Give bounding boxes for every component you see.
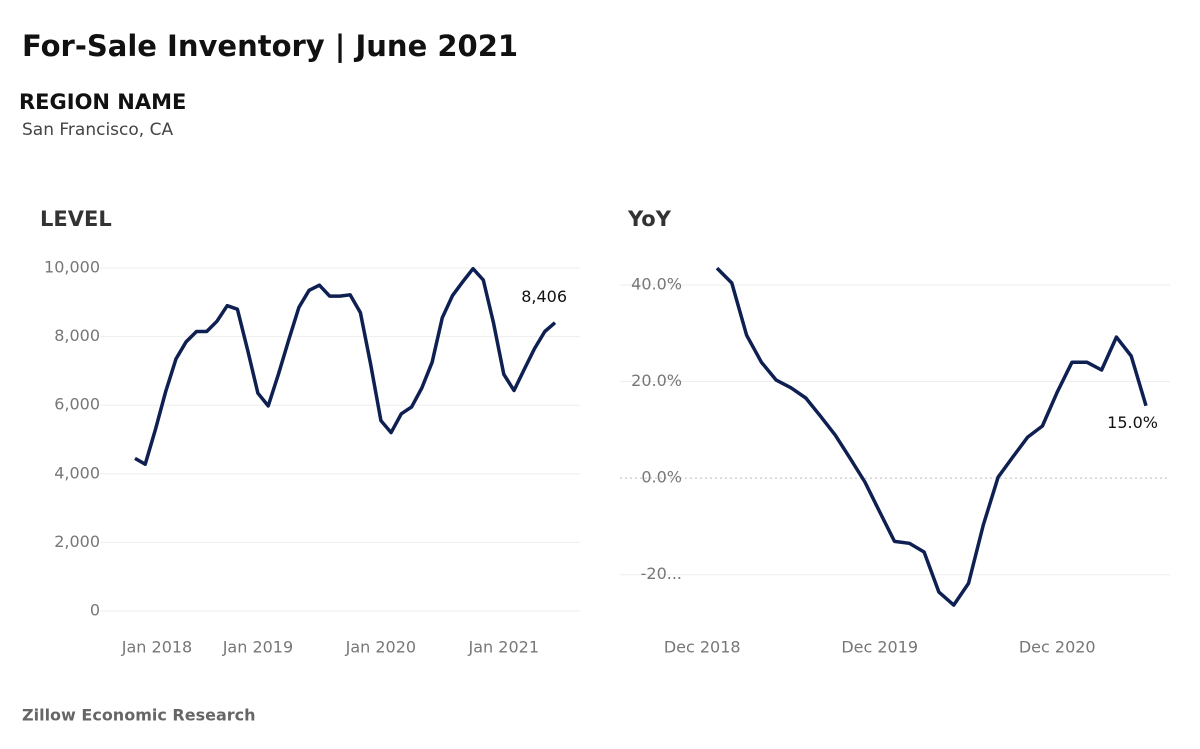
region-heading: REGION NAME — [19, 90, 186, 114]
chart-title: YoY — [627, 207, 672, 231]
value-label: 8,406 — [521, 287, 567, 306]
region-name: San Francisco, CA — [22, 120, 173, 140]
y-tick-label: 2,000 — [54, 532, 100, 551]
page-title: For-Sale Inventory | June 2021 — [22, 29, 518, 63]
x-tick-label: Jan 2020 — [345, 638, 416, 657]
y-tick-label: 20.0% — [631, 371, 682, 390]
y-tick-label: 6,000 — [54, 395, 100, 414]
x-tick-label: Dec 2018 — [664, 638, 741, 657]
y-tick-label: -20... — [641, 564, 682, 583]
chart-title: LEVEL — [40, 207, 112, 231]
x-tick-label: Jan 2021 — [468, 638, 539, 657]
source: Zillow Economic Research — [22, 706, 256, 725]
x-tick-label: Dec 2019 — [841, 638, 918, 657]
y-tick-label: 0.0% — [641, 468, 682, 487]
y-tick-label: 0 — [90, 601, 100, 620]
x-tick-label: Jan 2019 — [222, 638, 293, 657]
value-label: 15.0% — [1107, 413, 1158, 432]
line — [715, 266, 1148, 607]
x-tick-label: Dec 2020 — [1019, 638, 1096, 657]
y-tick-label: 8,000 — [54, 326, 100, 345]
y-tick-label: 40.0% — [631, 274, 682, 293]
y-tick-label: 10,000 — [44, 258, 100, 277]
y-tick-label: 4,000 — [54, 463, 100, 482]
line — [134, 266, 557, 466]
x-tick-label: Jan 2018 — [121, 638, 192, 657]
